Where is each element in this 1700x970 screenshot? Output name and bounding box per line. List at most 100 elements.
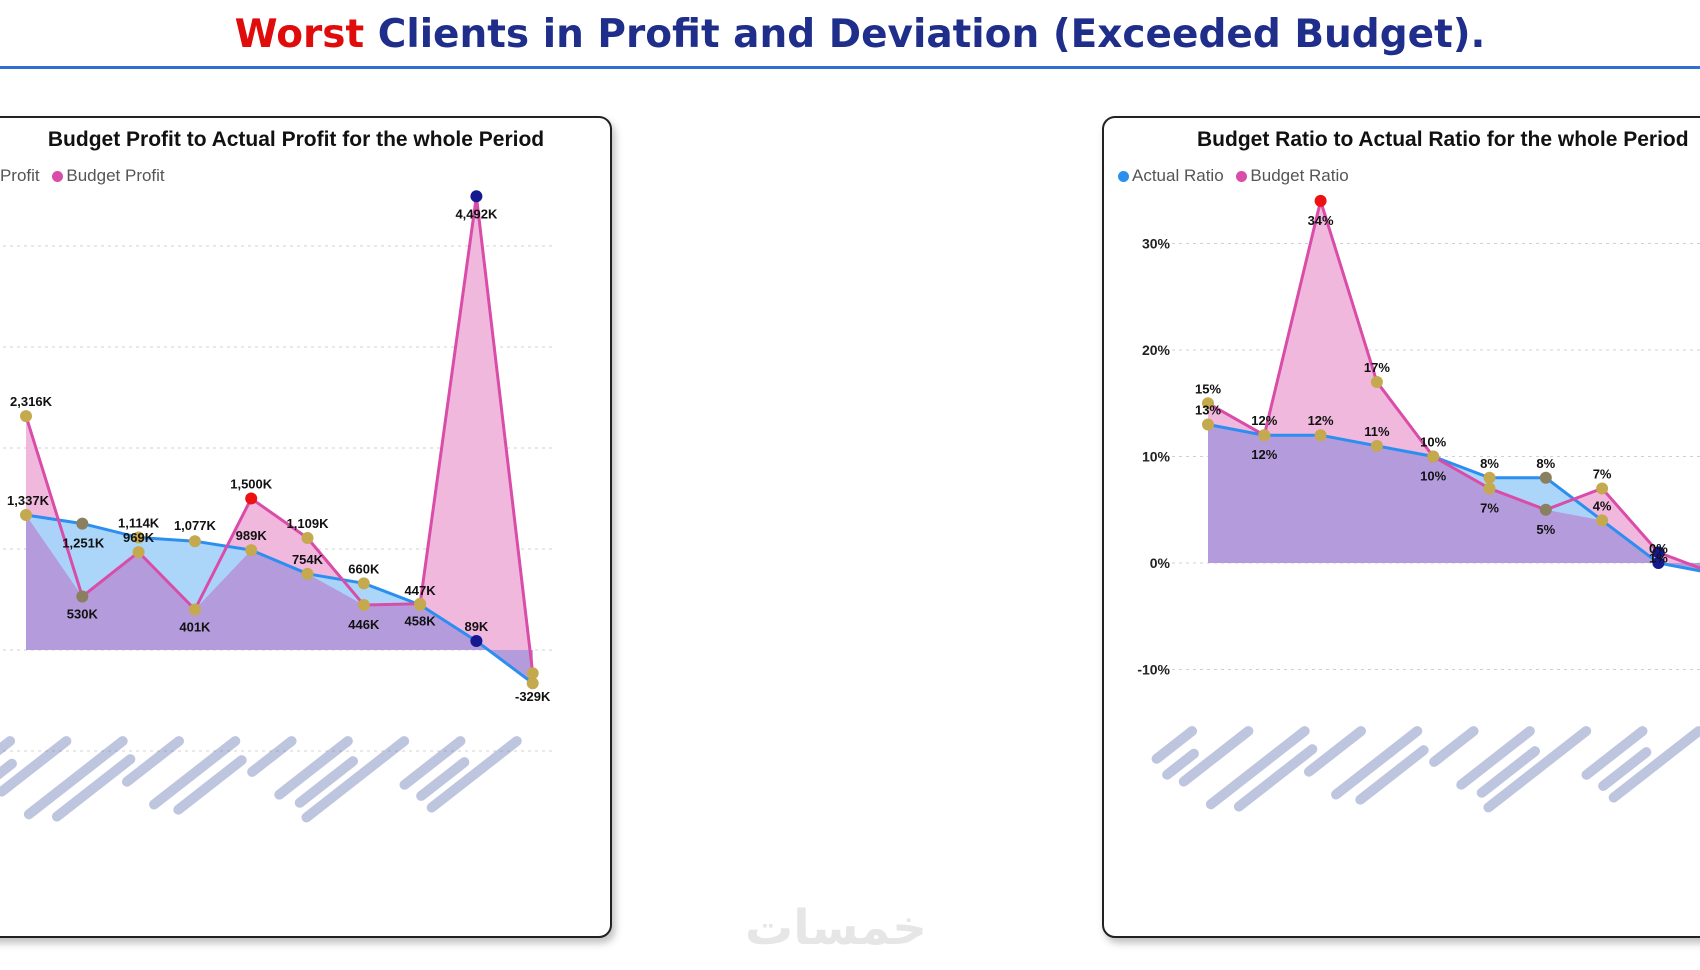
page-title: Worst Clients in Profit and Deviation (E…: [0, 12, 1700, 57]
profit-actual-data-label: 1,114K: [118, 515, 160, 530]
profit-actual-point: [188, 535, 201, 548]
profit-actual-point: [470, 635, 483, 648]
profit-actual-data-label: 989K: [236, 528, 268, 543]
ratio-chart-plot: 30% 20% 10% 0% -10% 13% 12% 12% 11% 10% 8% 8% 4% 0% 15…: [1137, 194, 1700, 813]
legend-label-actual-ratio: Actual Ratio: [1132, 166, 1224, 185]
ratio-category-label: [1581, 726, 1652, 791]
profit-budget-data-label: 446K: [348, 617, 380, 632]
ratio-budget-point: [1652, 546, 1665, 559]
ratio-actual-point: [1596, 514, 1609, 527]
ratio-category-label: [1178, 726, 1254, 787]
ratio-category-label-blur: [1233, 744, 1318, 812]
ratio-actual-data-label: 10%: [1420, 469, 1446, 484]
ratio-overlap-area: [1208, 424, 1700, 571]
ratio-category-label: [1331, 726, 1429, 805]
profit-actual-line: [25, 513, 534, 685]
profit-category-label: [23, 736, 136, 822]
ratio-actual-point: [1483, 471, 1496, 484]
profit-budget-data-label: 4,492K: [455, 206, 498, 221]
legend-item-budget-ratio[interactable]: Budget Ratio: [1236, 166, 1349, 185]
profit-budget-point: [188, 603, 201, 616]
legend-item-actual-ratio[interactable]: Actual Ratio: [1118, 166, 1224, 185]
profit-category-label-blur: [301, 736, 410, 823]
ratio-actual-data-label: 12%: [1251, 447, 1277, 462]
profit-category-label-blur: [294, 756, 359, 808]
ratio-category-label: [1205, 726, 1318, 812]
profit-budget-data-label: 401K: [179, 619, 211, 634]
ratio-chart-title: Budget Ratio to Actual Ratio for the who…: [1197, 128, 1689, 151]
ratio-budget-data-label: 5%: [1536, 522, 1555, 537]
profit-category-label-blur: [416, 757, 470, 801]
legend-item-budget-profit[interactable]: Budget Profit: [52, 166, 165, 185]
ratio-ytick-label: -10%: [1137, 662, 1170, 678]
ratio-budget-data-label: 1%: [1649, 550, 1668, 565]
ratio-category-label-blur: [1456, 726, 1535, 790]
profit-budget-data-label: 2,316K: [10, 394, 53, 409]
profit-budget-data-label: 1,109K: [287, 516, 330, 531]
profit-category-label-blur: [0, 736, 72, 797]
ratio-ytick-label: 30%: [1142, 236, 1171, 252]
ratio-budget-line: [1207, 195, 1700, 570]
legend-item-actual-profit[interactable]: al Profit: [0, 166, 40, 185]
profit-category-label-blur: [399, 736, 466, 790]
profit-budget-data-label: 1,500K: [230, 477, 273, 492]
ratio-actual-point: [1370, 439, 1383, 452]
profit-category-label-blur: [247, 736, 297, 777]
ratio-actual-line: [1207, 423, 1700, 573]
profit-category-label-blur: [0, 736, 16, 774]
ratio-category-label-blur: [1483, 726, 1592, 813]
ratio-category-label-blur: [1303, 726, 1366, 777]
profit-budget-point: [357, 598, 370, 611]
profit-category-label: [274, 736, 359, 808]
profit-actual-data-label: 1,251K: [62, 536, 105, 551]
ratio-budget-point: [1427, 450, 1440, 463]
ratio-category-label: [1429, 726, 1479, 767]
profit-category-label: [399, 736, 470, 801]
ratio-category-label: [1151, 726, 1199, 780]
ratio-actual-point: [1202, 418, 1214, 431]
ratio-actual-data-label: 8%: [1480, 456, 1499, 471]
profit-budget-point: [414, 597, 427, 610]
profit-budget-line: [24, 196, 535, 674]
profit-category-label-blur: [0, 758, 17, 790]
profit-category-label: [121, 736, 184, 787]
profit-actual-point: [132, 531, 145, 544]
ratio-chart-legend[interactable]: Actual Ratio Budget Ratio: [1118, 166, 1357, 186]
ratio-actual-data-label: 13%: [1195, 403, 1221, 418]
ratio-category-label-blur: [1581, 726, 1648, 780]
title-divider: [0, 66, 1700, 69]
ratio-budget-data-label: 17%: [1364, 360, 1390, 375]
ratio-actual-data-label: 4%: [1593, 498, 1612, 513]
ratio-chart-card[interactable]: Budget Ratio to Actual Ratio for the who…: [1102, 116, 1700, 938]
ratio-budget-data-label: 15%: [1195, 381, 1221, 396]
ratio-budget-data-label: 10%: [1420, 435, 1446, 450]
profit-budget-point: [301, 531, 314, 544]
ratio-ytick-label: 20%: [1142, 342, 1171, 358]
profit-budget-point: [526, 667, 539, 680]
ratio-category-label-blur: [1205, 726, 1310, 810]
profit-chart-card[interactable]: Budget Profit to Actual Profit for the w…: [0, 116, 612, 938]
ratio-category-label-blur: [1476, 746, 1541, 798]
legend-dot-budget-ratio: [1236, 171, 1248, 182]
profit-actual-point: [20, 508, 32, 521]
profit-budget-point: [132, 546, 145, 559]
ratio-ytick-label: 0%: [1150, 555, 1171, 571]
ratio-category-label-blur: [1598, 747, 1652, 791]
profit-category-label: [426, 736, 522, 813]
ratio-budget-point: [1314, 194, 1327, 207]
profit-overlap-area: [26, 515, 533, 684]
profit-actual-data-label: 447K: [405, 583, 437, 598]
ratio-actual-data-label: 8%: [1536, 456, 1555, 471]
profit-budget-point: [20, 410, 32, 423]
profit-actual-point: [526, 677, 539, 690]
profit-actual-data-label: 89K: [464, 619, 488, 634]
profit-chart-title: Budget Profit to Actual Profit for the w…: [47, 128, 545, 151]
profit-actual-data-label: 754K: [292, 552, 324, 567]
profit-chart-plot: 1,337K 1,251K 1,114K 1,077K 989K 754K 660K 447K…: [0, 190, 552, 823]
watermark-logo: خمسات: [745, 900, 927, 956]
ratio-budget-point: [1596, 482, 1609, 495]
page-title-accent: Worst: [234, 12, 365, 57]
profit-chart-legend[interactable]: al Profit Budget Profit: [0, 166, 173, 186]
ratio-actual-data-label: 11%: [1364, 424, 1390, 439]
profit-actual-point: [301, 567, 314, 580]
